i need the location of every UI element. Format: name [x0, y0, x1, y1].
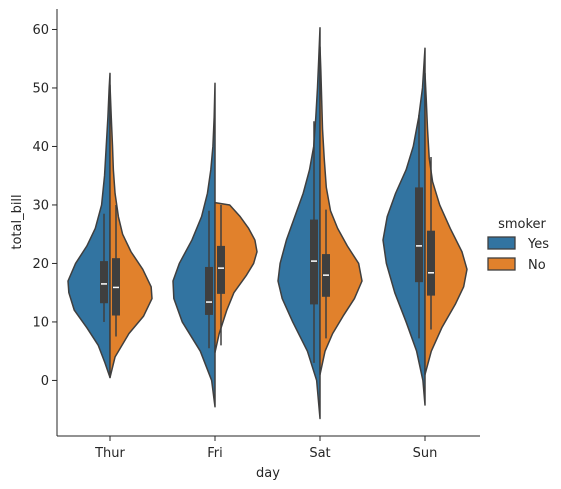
box-group	[100, 114, 435, 363]
iqr-box	[427, 230, 435, 296]
x-tick-label: Thur	[94, 446, 125, 461]
violin-no-sat	[319, 46, 363, 376]
violin-yes-fri	[172, 82, 216, 408]
iqr-box	[205, 266, 213, 315]
iqr-box	[100, 261, 108, 304]
legend: smoker Yes No	[487, 217, 549, 273]
y-tick-label: 60	[32, 23, 49, 38]
iqr-box	[415, 187, 423, 283]
violin-group	[67, 26, 468, 420]
x-ticks: Thur Fri Sat Sun	[94, 436, 437, 461]
x-tick-label: Sun	[413, 446, 438, 461]
y-axis-label: total_bill	[10, 194, 25, 249]
x-tick-label: Fri	[207, 446, 223, 461]
legend-title: smoker	[498, 217, 546, 232]
legend-label-yes: Yes	[527, 237, 549, 252]
legend-swatch-no	[487, 257, 516, 271]
violin-yes-thur	[67, 72, 111, 379]
y-tick-label: 50	[32, 81, 49, 96]
violin-no-thur	[109, 84, 153, 379]
y-tick-label: 10	[32, 315, 49, 330]
x-tick-label: Sat	[309, 446, 330, 461]
iqr-box	[217, 245, 225, 294]
violin-yes-sun	[382, 47, 426, 406]
violin-no-sun	[424, 72, 468, 376]
violin-yes-sat	[277, 26, 321, 420]
x-axis-label: day	[256, 466, 280, 481]
y-tick-label: 0	[41, 374, 49, 389]
legend-swatch-yes	[487, 236, 516, 250]
y-tick-label: 20	[32, 257, 49, 272]
y-tick-label: 40	[32, 140, 49, 155]
axes	[56, 9, 480, 437]
legend-label-no: No	[528, 258, 546, 273]
y-ticks: 0 10 20 30 40 50 60	[32, 23, 57, 389]
y-tick-label: 30	[32, 198, 49, 213]
iqr-box	[310, 219, 318, 305]
